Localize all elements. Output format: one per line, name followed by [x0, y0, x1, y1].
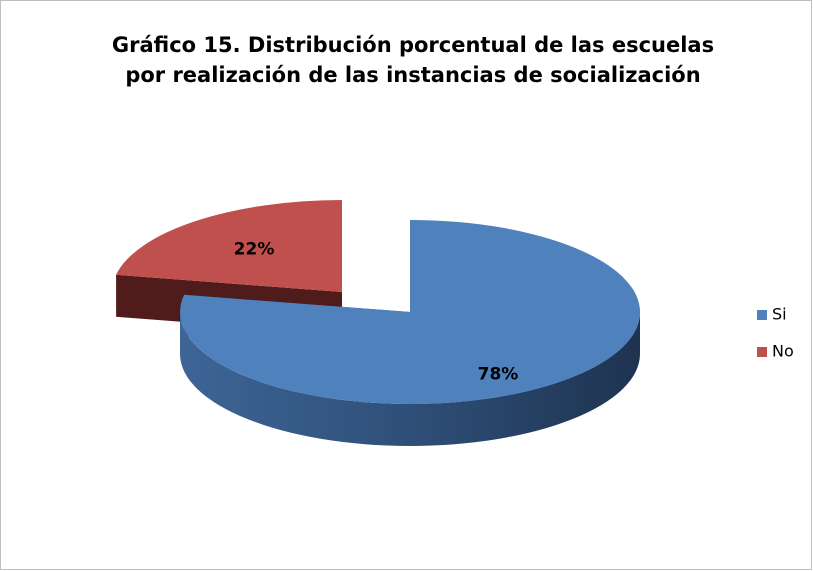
legend-label: Si	[772, 305, 787, 324]
legend-swatch	[757, 310, 767, 320]
legend-label: No	[772, 342, 794, 361]
slice-side	[180, 312, 640, 446]
slice	[116, 200, 342, 292]
data-label: 22%	[234, 239, 275, 259]
chart-title: por realización de las instancias de soc…	[125, 63, 700, 87]
legend-swatch	[757, 347, 767, 357]
slice	[180, 219, 641, 405]
chart-title: Gráfico 15. Distribución porcentual de l…	[112, 33, 714, 57]
data-label: 78%	[478, 365, 519, 385]
